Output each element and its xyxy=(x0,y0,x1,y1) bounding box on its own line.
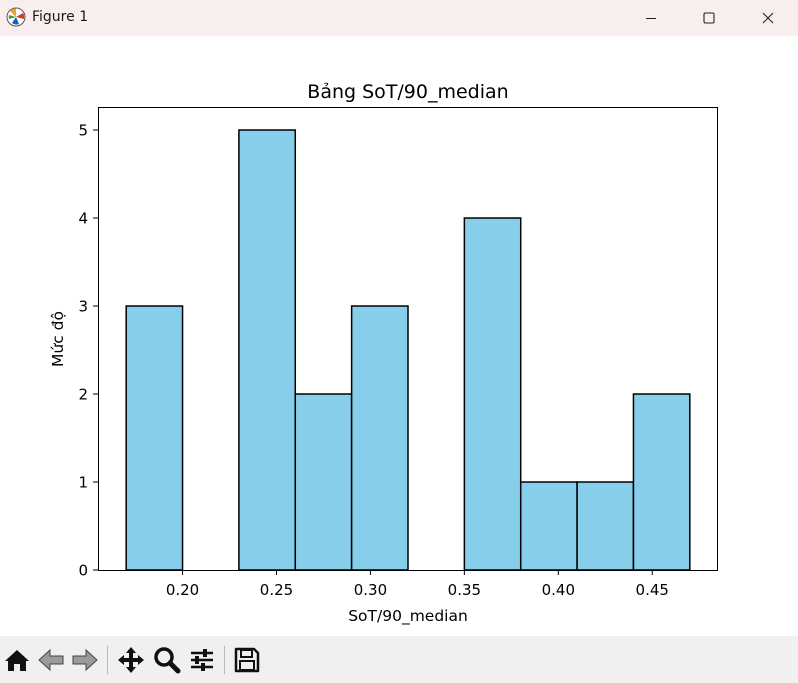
y-ticks: 0 1 2 3 4 5 xyxy=(78,122,98,580)
configure-subplots-button[interactable] xyxy=(186,644,218,676)
histogram-bar-8 xyxy=(519,481,578,571)
histogram-bar-10 xyxy=(632,393,691,571)
y-tick-label: 4 xyxy=(78,210,88,228)
back-button[interactable] xyxy=(35,644,67,676)
save-floppy-icon xyxy=(234,647,260,673)
maximize-button[interactable] xyxy=(680,0,738,36)
histogram-bar-4 xyxy=(294,393,353,571)
y-axis-label: Mức độ xyxy=(49,311,67,367)
y-tick-label: 0 xyxy=(78,562,88,580)
histogram-bar-7 xyxy=(463,217,522,571)
zoom-magnifier-icon xyxy=(154,647,181,674)
histogram-bar-3 xyxy=(238,129,297,571)
save-button[interactable] xyxy=(231,644,263,676)
histogram-bar-9 xyxy=(576,481,635,571)
maximize-icon xyxy=(703,12,715,24)
x-tick-label: 0.20 xyxy=(166,581,199,599)
pan-move-icon xyxy=(118,647,144,673)
navigation-toolbar xyxy=(0,636,798,683)
y-tick-label: 2 xyxy=(78,386,88,404)
x-axis-label: SoT/90_median xyxy=(348,607,468,626)
close-button[interactable] xyxy=(739,0,797,36)
bars-layer xyxy=(125,129,691,571)
matplotlib-logo-icon xyxy=(6,7,26,27)
window-titlebar: Figure 1 xyxy=(0,0,798,36)
back-arrow-icon xyxy=(38,648,64,672)
figure-canvas[interactable]: 0.20 0.25 0.30 0.35 0.40 0.45 0 1 2 3 4 5 Bảng SoT… xyxy=(0,36,798,634)
home-button[interactable] xyxy=(1,644,33,676)
x-tick-label: 0.45 xyxy=(636,581,669,599)
minimize-button[interactable] xyxy=(622,0,680,36)
x-tick-label: 0.35 xyxy=(448,581,481,599)
pan-button[interactable] xyxy=(115,644,147,676)
forward-arrow-icon xyxy=(72,648,98,672)
x-tick-label: 0.40 xyxy=(542,581,575,599)
histogram-bar-1 xyxy=(125,305,184,571)
forward-button[interactable] xyxy=(69,644,101,676)
toolbar-separator xyxy=(224,646,225,674)
x-tick-label: 0.25 xyxy=(260,581,293,599)
histogram-bar-5 xyxy=(350,305,409,571)
configure-subplots-icon xyxy=(191,649,213,671)
x-tick-label: 0.30 xyxy=(354,581,387,599)
chart-title: Bảng SoT/90_median xyxy=(307,81,508,103)
x-ticks: 0.20 0.25 0.30 0.35 0.40 0.45 xyxy=(166,570,669,599)
close-icon xyxy=(762,12,774,24)
plot-frame xyxy=(98,107,718,571)
y-tick-label: 3 xyxy=(78,298,88,316)
home-icon xyxy=(5,650,29,671)
toolbar-separator xyxy=(107,646,108,674)
minimize-icon xyxy=(646,18,656,19)
y-tick-label: 1 xyxy=(78,474,88,492)
window-title: Figure 1 xyxy=(32,9,89,25)
histogram-chart: 0.20 0.25 0.30 0.35 0.40 0.45 0 1 2 3 4 5 Bảng SoT… xyxy=(49,81,718,626)
zoom-button[interactable] xyxy=(151,644,183,676)
y-tick-label: 5 xyxy=(78,122,88,140)
